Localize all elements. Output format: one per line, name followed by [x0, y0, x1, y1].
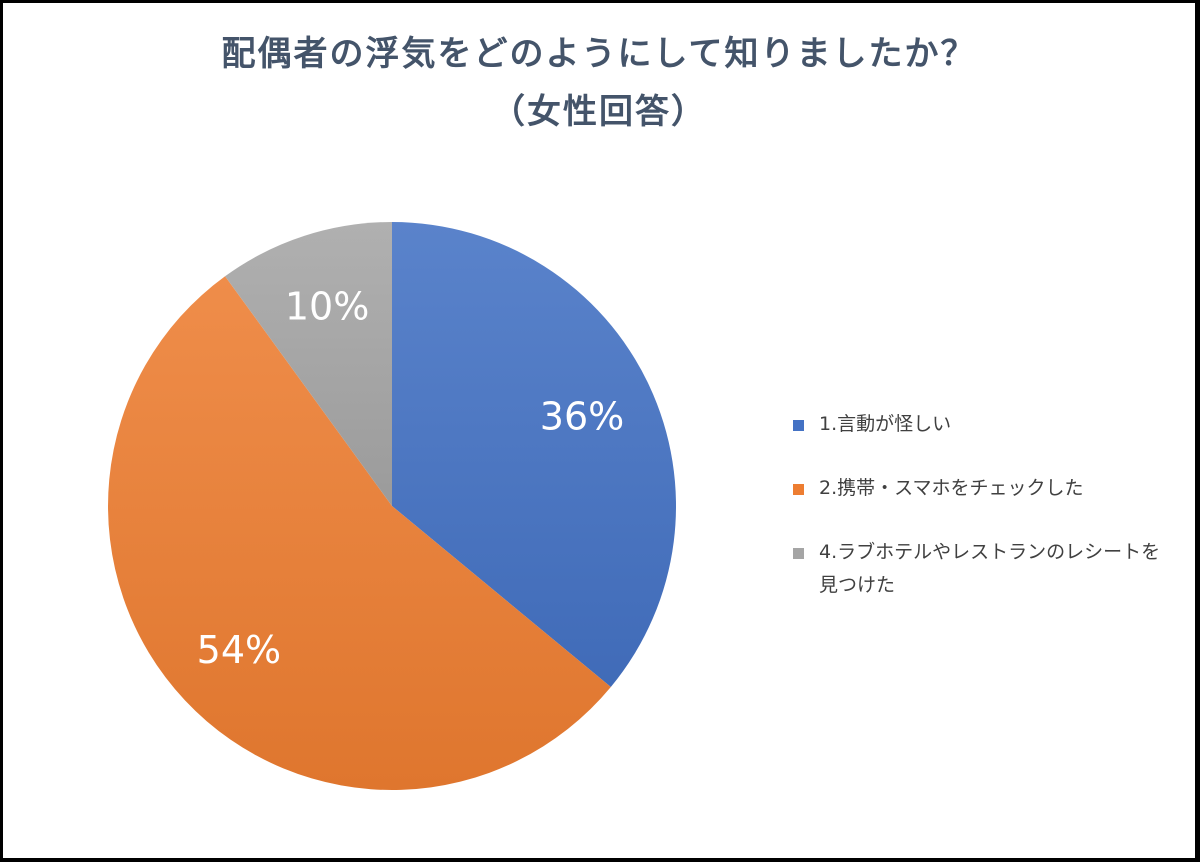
legend-label: 4.ラブホテルやレストランのレシートを見つけた — [819, 541, 1161, 596]
legend-item-3: 4.ラブホテルやレストランのレシートを見つけた — [793, 536, 1178, 602]
legend-label: 2.携帯・スマホをチェックした — [819, 477, 1084, 499]
legend-swatch — [793, 484, 804, 495]
chart-frame: 配偶者の浮気をどのようにして知りましたか？ （女性回答） 36% 54% 10% 1… — [3, 3, 1195, 858]
pie-slices — [108, 222, 677, 790]
pie-data-labels: 36% 54% 10% — [197, 284, 625, 671]
legend-item-2: 2.携帯・スマホをチェックした — [793, 472, 1178, 505]
pie-data-label-1: 36% — [540, 395, 624, 439]
pie-data-label-2: 54% — [197, 628, 281, 672]
pie-slice-3 — [225, 222, 392, 506]
legend: 1.言動が怪しい 2.携帯・スマホをチェックした 4.ラブホテルやレストランのレシー… — [793, 408, 1178, 602]
chart-subtitle: （女性回答） — [491, 92, 707, 132]
legend-swatch — [793, 548, 804, 559]
pie-slice-1 — [392, 222, 677, 688]
legend-label: 1.言動が怪しい — [819, 413, 952, 435]
chart-title: 配偶者の浮気をどのようにして知りましたか？ — [221, 34, 977, 74]
pie-slice-2 — [108, 276, 611, 790]
pie-data-label-3: 10% — [285, 284, 369, 328]
legend-swatch — [793, 420, 804, 431]
pie-chart: 36% 54% 10% — [108, 222, 677, 790]
legend-item-1: 1.言動が怪しい — [793, 408, 1178, 441]
